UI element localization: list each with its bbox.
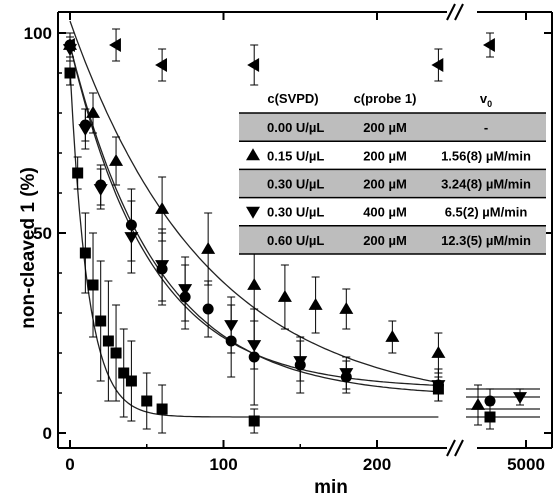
- legend-cprobe: 200 µM: [363, 177, 407, 192]
- legend-cprobe: 200 µM: [363, 148, 407, 163]
- marker-square: [156, 403, 168, 415]
- marker-square: [125, 375, 137, 387]
- legend-v0: 12.3(5) µM/min: [441, 233, 531, 248]
- marker-square: [95, 315, 107, 327]
- legend-cprobe: 400 µM: [363, 205, 407, 220]
- marker-triangle-down: [224, 320, 239, 332]
- marker-triangle-down: [178, 284, 193, 296]
- legend-csvpd: 0.30 U/µL: [267, 177, 324, 192]
- y-tick-label: 50: [33, 224, 52, 243]
- marker-triangle-down: [155, 260, 170, 272]
- axis-break-mark: [454, 439, 464, 457]
- marker-circle: [248, 351, 260, 363]
- marker-square: [87, 279, 99, 291]
- marker-square: [118, 367, 130, 379]
- plot-frame: [57, 3, 553, 457]
- marker-triangle-down: [78, 124, 93, 136]
- marker-triangle-up: [247, 278, 262, 290]
- marker-square: [110, 347, 122, 359]
- x-tick-label: 200: [363, 455, 391, 474]
- marker-triangle-down: [93, 184, 108, 196]
- marker-triangle-up: [471, 398, 485, 410]
- marker-triangle-left: [431, 58, 444, 72]
- marker-triangle-down: [513, 392, 527, 404]
- marker-triangle-up: [308, 298, 323, 310]
- legend-header-subscript: 0: [487, 99, 492, 109]
- marker-triangle-up: [385, 330, 400, 342]
- marker-triangle-up: [277, 290, 292, 302]
- legend-cprobe: 200 µM: [363, 120, 407, 135]
- marker-circle: [225, 335, 237, 347]
- marker-triangle-down: [63, 44, 77, 56]
- marker-triangle-left: [155, 58, 167, 72]
- marker-triangle-up: [339, 302, 354, 314]
- marker-square: [141, 395, 153, 407]
- legend-marker-triangle-down: [246, 206, 260, 219]
- marker-square: [79, 247, 91, 259]
- legend: c(SVPD) c(probe 1) v0 0.00 U/µL 200 µM - 0.15 …: [239, 91, 546, 255]
- axis-break-mark: [446, 439, 456, 457]
- marker-triangle-left: [483, 38, 495, 52]
- legend-row-shade: [239, 169, 546, 198]
- marker-square: [484, 411, 496, 423]
- marker-circle: [125, 219, 137, 231]
- legend-v0: -: [484, 120, 488, 135]
- marker-square: [432, 383, 444, 395]
- legend-header: c(SVPD): [267, 91, 318, 106]
- axis-break-mark: [446, 3, 456, 21]
- marker-triangle-left: [247, 58, 260, 72]
- marker-triangle-down: [293, 356, 308, 368]
- marker-triangle-left: [109, 38, 121, 52]
- legend-cprobe: 200 µM: [363, 233, 407, 248]
- axis-break-mark: [454, 3, 464, 21]
- marker-triangle-down: [247, 340, 262, 352]
- marker-triangle-down: [124, 232, 139, 244]
- legend-v0: 1.56(8) µM/min: [441, 148, 531, 163]
- marker-triangle-up: [155, 202, 170, 214]
- x-tick-label: 5000: [507, 455, 545, 474]
- marker-triangle-up: [109, 154, 124, 166]
- marker-square: [248, 415, 260, 427]
- marker-square: [102, 335, 114, 347]
- y-axis-title: non-cleaved 1 (%): [18, 167, 39, 329]
- axis-ticks: 0 50 100 0 100 200 5000: [24, 12, 552, 474]
- legend-marker-triangle-up: [246, 148, 260, 161]
- legend-csvpd: 0.00 U/µL: [267, 120, 324, 135]
- y-tick-label: 0: [43, 424, 52, 443]
- marker-triangle-up: [201, 242, 216, 254]
- y-tick-label: 100: [24, 24, 52, 43]
- x-tick-label: 100: [209, 455, 237, 474]
- legend-header: v0: [480, 91, 492, 109]
- marker-triangle-down: [339, 368, 354, 380]
- x-axis-title: min: [314, 477, 348, 496]
- marker-square: [64, 67, 76, 79]
- legend-csvpd: 0.30 U/µL: [267, 205, 324, 220]
- legend-csvpd: 0.60 U/µL: [267, 233, 324, 248]
- marker-triangle-up: [86, 106, 101, 118]
- marker-triangle-up: [431, 346, 446, 358]
- x-tick-label: 0: [65, 455, 74, 474]
- legend-v0: 3.24(8) µM/min: [441, 177, 531, 192]
- legend-row-shade: [239, 225, 546, 254]
- marker-circle: [179, 291, 191, 303]
- marker-circle: [202, 303, 214, 315]
- legend-v0: 6.5(2) µM/min: [445, 205, 528, 220]
- legend-csvpd: 0.15 U/µL: [267, 148, 324, 163]
- legend-row-shade: [239, 113, 546, 142]
- marker-circle: [484, 395, 496, 407]
- marker-square: [72, 167, 84, 179]
- legend-header: c(probe 1): [354, 91, 417, 106]
